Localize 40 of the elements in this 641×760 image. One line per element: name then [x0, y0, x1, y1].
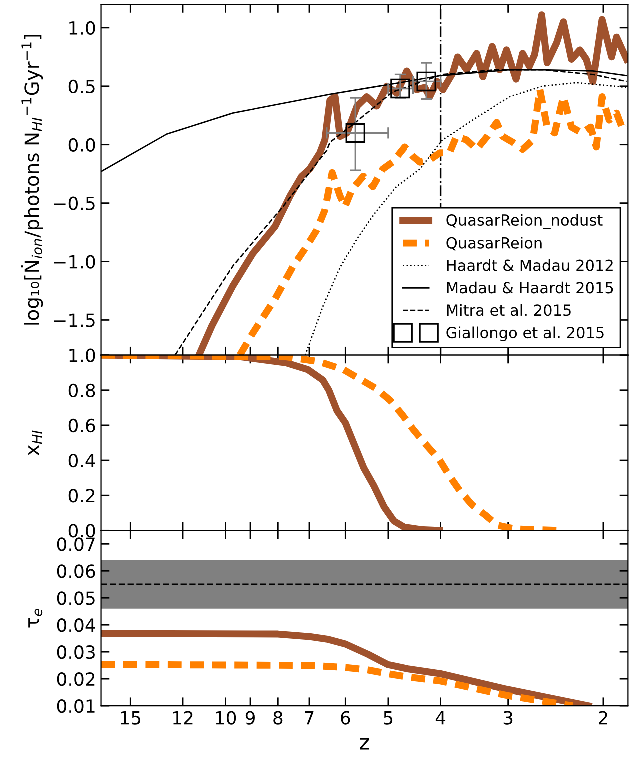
y-axis-title: τ$_{e}$: [28, 609, 43, 628]
y-tick-label: 0.04: [57, 618, 96, 632]
y-tick-label: 1.0: [70, 21, 96, 36]
y-tick-label: 0.02: [57, 672, 95, 686]
y-tick-label: −0.5: [54, 196, 95, 210]
y-axis-title: log₁₀[Ṅ$_{ion}$/photons N$_{HI}$$^{−1}$Gyr$^{−1}$]: [21, 34, 44, 325]
legend-label: Giallongo et al. 2015: [446, 326, 604, 342]
x-tick-label: 10: [216, 711, 236, 725]
y-axis-title: x$_{HI}$: [28, 430, 42, 456]
x-tick-label: 5: [384, 711, 393, 725]
legend-label: Haardt & Madau 2012: [447, 259, 613, 272]
y-tick-label: 0.8: [68, 384, 96, 398]
y-tick-label: −1.0: [54, 255, 96, 269]
y-tick-label: 0.01: [57, 700, 95, 714]
x-tick-label: 9: [246, 711, 255, 725]
y-tick-label: 0.6: [68, 418, 96, 433]
legend-label: Madau & Haardt 2015: [447, 282, 614, 294]
y-tick-label: 0.0: [68, 524, 96, 538]
legend-label: QuasarReion: [446, 237, 542, 251]
y-tick-label: 0.5: [68, 80, 95, 94]
y-tick-label: 0.0: [68, 138, 96, 152]
x-tick-label: 15: [121, 711, 141, 725]
y-tick-label: 0.2: [68, 489, 95, 503]
y-tick-label: 0.05: [57, 592, 95, 606]
x-tick-label: 6: [341, 711, 350, 725]
y-tick-label: 1.0: [70, 348, 96, 362]
y-tick-label: 0.4: [68, 454, 96, 468]
y-tick-label: 0.07: [57, 538, 95, 552]
y-tick-label: 0.06: [57, 564, 96, 578]
x-tick-label: 7: [305, 711, 314, 725]
legend-label: QuasarReion_nodust: [446, 214, 603, 230]
y-tick-label: −1.5: [54, 314, 95, 328]
x-tick-label: 4: [436, 711, 446, 725]
x-tick-label: 8: [274, 711, 283, 725]
x-tick-label: 2: [599, 711, 608, 725]
x-tick-label: 12: [174, 711, 193, 725]
legend-label: Mitra et al. 2015: [447, 304, 571, 316]
x-axis-title: z: [360, 738, 370, 750]
x-tick-label: 3: [504, 711, 513, 725]
y-tick-label: 0.03: [57, 646, 95, 660]
